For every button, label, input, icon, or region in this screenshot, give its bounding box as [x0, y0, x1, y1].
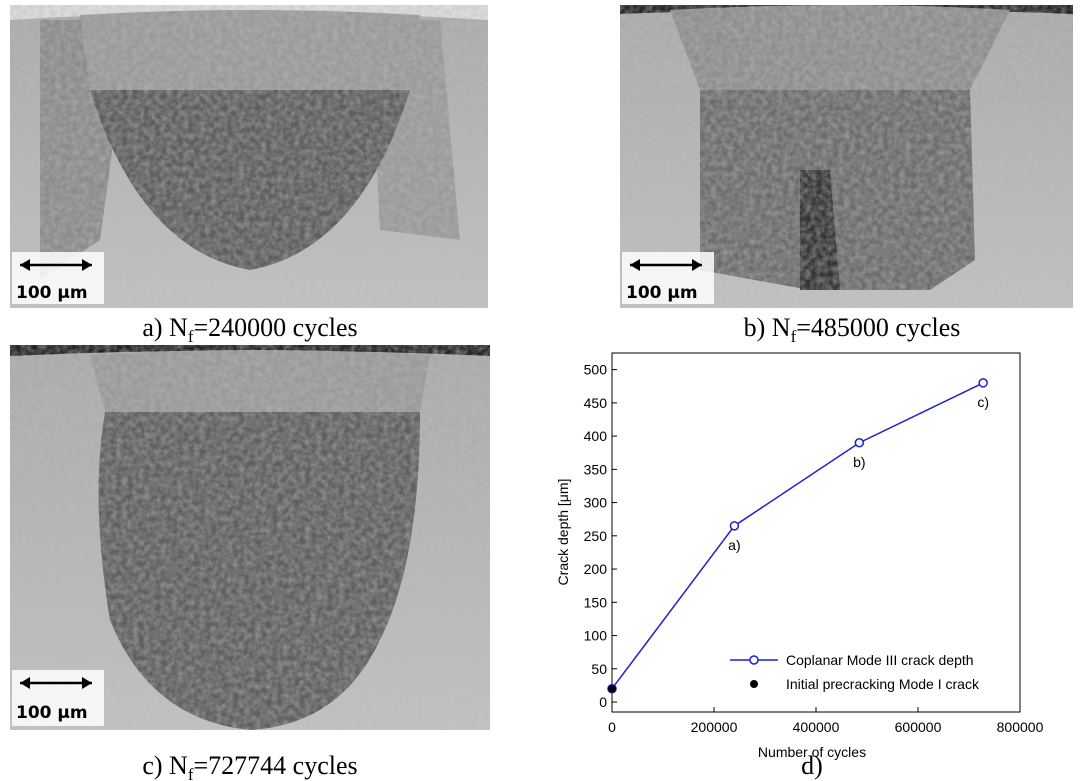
point-label: a) [728, 537, 740, 553]
data-point [979, 379, 987, 387]
data-point [730, 522, 738, 530]
y-tick-label: 0 [599, 694, 607, 710]
chart: Number of cycles Crack depth [μm] 0 50 100… [555, 353, 1044, 760]
y-tick-label: 400 [584, 428, 608, 444]
x-tick-label: 0 [608, 719, 616, 735]
x-tick-label: 400000 [793, 719, 840, 735]
scale-bar-a: 100 μm [12, 252, 104, 304]
x-tick-label: 800000 [997, 719, 1044, 735]
scale-bar-c: 100 μm [12, 670, 104, 726]
point-label: c) [977, 394, 989, 410]
data-point [855, 439, 863, 447]
series-line [612, 383, 983, 689]
scale-bar-label: 100 μm [16, 703, 88, 723]
scale-bar-label: 100 μm [16, 283, 88, 303]
y-tick-label: 500 [584, 362, 608, 378]
caption: b) Nf=485000 cycles [744, 313, 961, 346]
y-tick-label: 50 [591, 661, 607, 677]
y-tick-label: 100 [584, 628, 608, 644]
page: 100 μm 100 μm 100 μm a) Nf=240000 cycles… [0, 0, 1085, 781]
caption: a) Nf=240000 cycles [142, 313, 357, 346]
point-label: b) [853, 454, 865, 470]
legend-marker [750, 656, 758, 664]
x-tick-label: 600000 [895, 719, 942, 735]
figure: 100 μm 100 μm 100 μm a) Nf=240000 cycles… [0, 0, 1085, 781]
x-tick-label: 200000 [691, 719, 738, 735]
caption: c) Nf=727744 cycles [142, 751, 357, 781]
y-tick-label: 150 [584, 594, 608, 610]
y-tick-label: 450 [584, 395, 608, 411]
y-tick-label: 300 [584, 495, 608, 511]
scale-bar-b: 100 μm [622, 252, 714, 304]
legend-marker [750, 680, 758, 688]
y-tick-label: 250 [584, 528, 608, 544]
y-tick-label: 350 [584, 461, 608, 477]
y-axis-label: Crack depth [μm] [555, 479, 571, 586]
scale-bar-label: 100 μm [626, 283, 698, 303]
legend-label: Initial precracking Mode I crack [786, 676, 980, 692]
x-axis-label: Number of cycles [758, 744, 866, 760]
y-tick-label: 200 [584, 561, 608, 577]
data-point [608, 685, 616, 693]
legend-label: Coplanar Mode III crack depth [786, 652, 974, 668]
